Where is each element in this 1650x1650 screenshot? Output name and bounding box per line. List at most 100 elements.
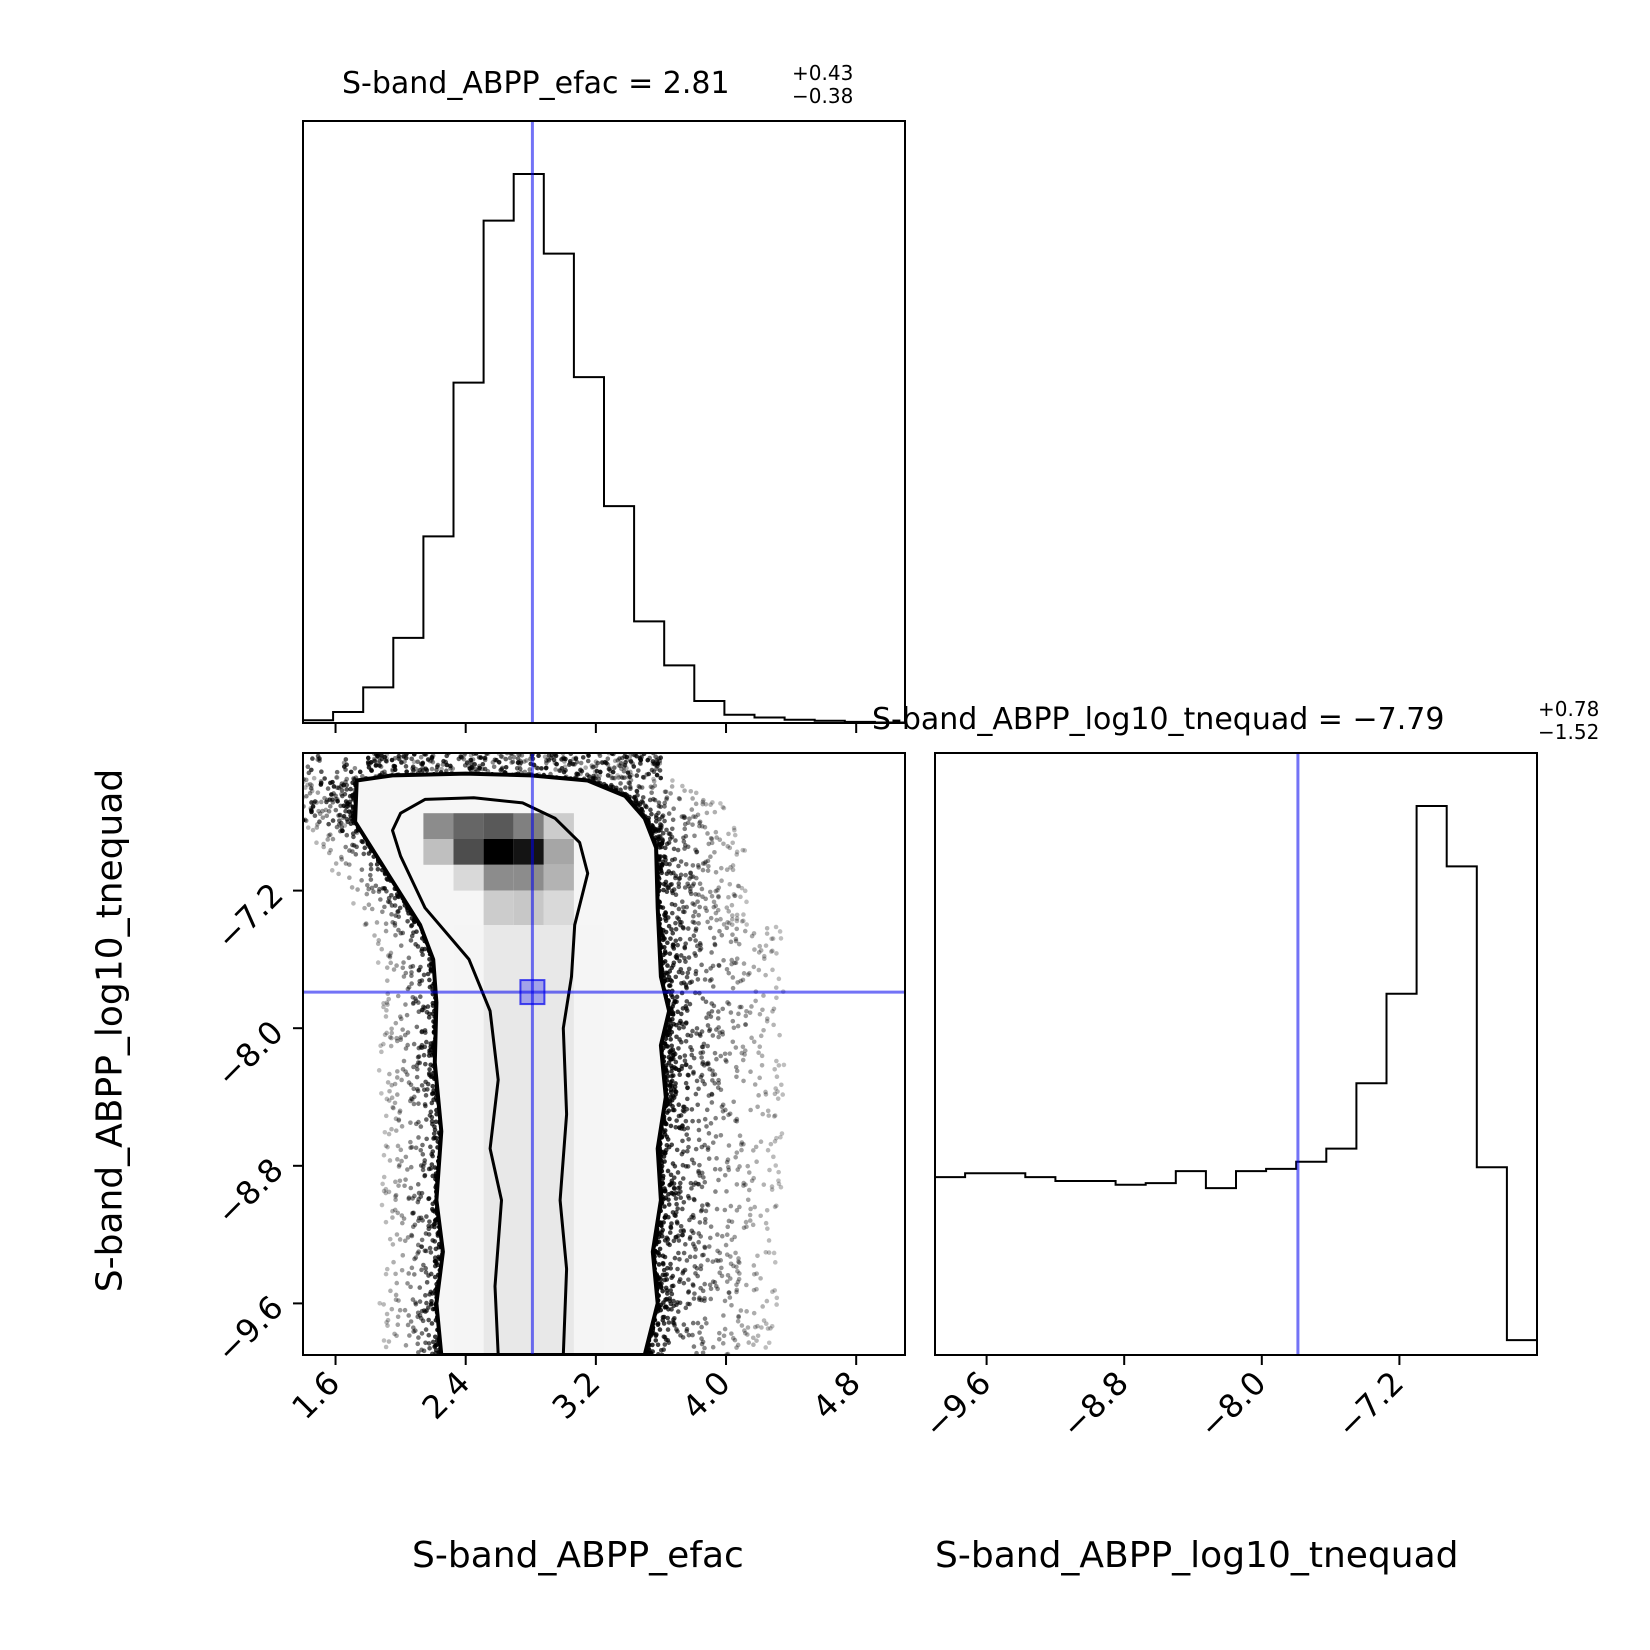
joint-sample-point bbox=[728, 1261, 734, 1267]
joint-sample-point bbox=[382, 904, 387, 910]
joint-sample-point bbox=[625, 770, 631, 775]
joint-sample-point bbox=[420, 1142, 425, 1148]
joint-sample-point bbox=[700, 1252, 705, 1258]
joint-sample-point bbox=[737, 1004, 743, 1010]
joint-sample-point bbox=[683, 1242, 688, 1247]
joint-sample-point bbox=[734, 956, 740, 961]
joint-sample-point bbox=[670, 930, 676, 936]
joint-x-tick-label: 3.2 bbox=[545, 1364, 608, 1427]
joint-sample-point bbox=[734, 1208, 740, 1213]
joint-sample-point bbox=[726, 909, 732, 914]
joint-sample-point bbox=[381, 1174, 387, 1180]
joint-sample-point bbox=[709, 840, 715, 846]
joint-sample-point bbox=[424, 1009, 430, 1015]
joint-density-bin bbox=[543, 839, 574, 865]
joint-sample-point bbox=[739, 1147, 744, 1153]
joint-sample-point bbox=[681, 1149, 686, 1155]
joint-sample-point bbox=[335, 797, 340, 802]
joint-sample-point bbox=[730, 867, 736, 873]
joint-sample-point bbox=[676, 1025, 682, 1031]
joint-sample-point bbox=[344, 787, 349, 792]
joint-sample-point bbox=[721, 805, 727, 811]
joint-sample-point bbox=[509, 760, 514, 765]
joint-sample-point bbox=[660, 1272, 666, 1278]
joint-sample-point bbox=[703, 859, 708, 865]
joint-sample-point bbox=[326, 809, 332, 814]
joint-sample-point bbox=[362, 922, 368, 928]
joint-sample-point bbox=[699, 886, 705, 892]
joint-sample-point bbox=[692, 909, 698, 915]
joint-sample-point bbox=[379, 1202, 385, 1208]
joint-sample-point bbox=[692, 1291, 697, 1296]
joint-sample-point bbox=[751, 1263, 757, 1268]
joint-sample-point bbox=[744, 1309, 749, 1314]
joint-sample-point bbox=[562, 759, 567, 764]
joint-sample-point bbox=[660, 1253, 666, 1259]
joint-sample-point bbox=[705, 858, 711, 864]
joint-sample-point bbox=[411, 759, 417, 765]
joint-sample-point bbox=[673, 974, 679, 980]
joint-sample-point bbox=[388, 1288, 393, 1294]
joint-sample-point bbox=[704, 1320, 709, 1326]
joint-sample-point bbox=[723, 1242, 729, 1248]
joint-sample-point bbox=[736, 1314, 741, 1320]
joint-sample-point bbox=[734, 1345, 739, 1350]
joint-density-bin bbox=[483, 813, 514, 839]
joint-sample-point bbox=[736, 1276, 742, 1282]
joint-sample-point bbox=[683, 861, 689, 867]
joint-sample-point bbox=[773, 924, 779, 930]
joint-sample-point bbox=[724, 905, 730, 910]
joint-sample-point bbox=[365, 882, 370, 888]
joint-sample-point bbox=[683, 833, 689, 839]
joint-sample-point bbox=[724, 1159, 730, 1165]
joint-sample-point bbox=[650, 759, 656, 764]
joint-sample-point bbox=[727, 881, 733, 887]
joint-sample-point bbox=[735, 1023, 741, 1029]
joint-sample-point bbox=[414, 1074, 420, 1080]
joint-sample-point bbox=[700, 1044, 706, 1050]
joint-sample-point bbox=[403, 1154, 409, 1160]
joint-sample-point bbox=[389, 1035, 394, 1041]
joint-sample-point bbox=[777, 929, 783, 934]
joint-sample-point bbox=[616, 763, 622, 768]
joint-sample-point bbox=[639, 799, 645, 804]
joint-sample-point bbox=[671, 1095, 677, 1100]
joint-sample-point bbox=[700, 801, 706, 807]
joint-sample-point bbox=[310, 827, 316, 833]
joint-sample-point bbox=[334, 775, 340, 780]
joint-sample-point bbox=[726, 894, 731, 900]
joint-sample-point bbox=[384, 965, 390, 970]
joint-sample-point bbox=[648, 807, 653, 813]
joint-sample-point bbox=[766, 1113, 772, 1118]
joint-sample-point bbox=[403, 970, 409, 976]
joint-sample-point bbox=[409, 1233, 415, 1239]
joint-sample-point bbox=[758, 1033, 764, 1039]
joint-sample-point bbox=[762, 956, 767, 962]
joint-sample-point bbox=[751, 1271, 757, 1277]
joint-sample-point bbox=[709, 1009, 715, 1014]
joint-sample-point bbox=[469, 761, 474, 766]
joint-sample-point bbox=[322, 795, 327, 801]
joint-sample-point bbox=[657, 834, 663, 839]
joint-sample-point bbox=[733, 1154, 738, 1160]
joint-sample-point bbox=[343, 844, 349, 850]
joint-sample-point bbox=[368, 760, 374, 765]
joint-sample-point bbox=[369, 768, 374, 773]
joint-sample-point bbox=[666, 885, 672, 891]
joint-sample-point bbox=[368, 866, 374, 872]
joint-sample-point bbox=[671, 1021, 677, 1027]
joint-x-tick-label: 4.8 bbox=[805, 1364, 868, 1427]
joint-sample-point bbox=[597, 753, 603, 759]
joint-sample-point bbox=[303, 777, 309, 783]
joint-sample-point bbox=[734, 916, 740, 921]
joint-sample-point bbox=[615, 773, 620, 778]
joint-sample-point bbox=[646, 771, 652, 777]
joint-sample-point bbox=[676, 881, 682, 886]
tnequad-title-upper-error: +0.78 bbox=[1538, 697, 1600, 721]
joint-sample-point bbox=[554, 761, 559, 767]
joint-sample-point bbox=[756, 950, 762, 955]
joint-sample-point bbox=[699, 823, 705, 829]
joint-sample-point bbox=[602, 759, 608, 765]
joint-sample-point bbox=[663, 1285, 669, 1291]
joint-sample-point bbox=[703, 802, 709, 807]
